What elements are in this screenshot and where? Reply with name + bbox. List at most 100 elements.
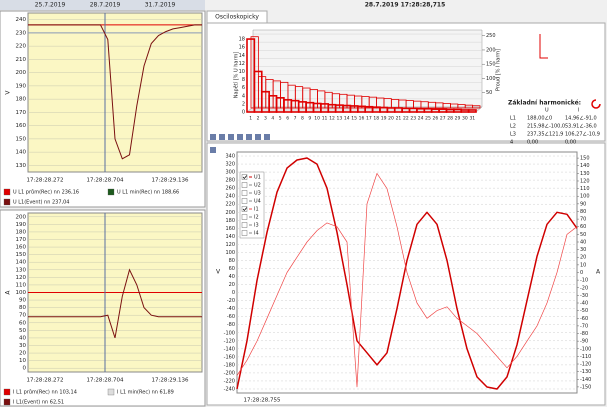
x-tick-label: 23 bbox=[410, 116, 416, 122]
plot-bg bbox=[27, 12, 203, 173]
tool-button[interactable] bbox=[246, 134, 252, 140]
legend-swatch bbox=[3, 198, 11, 206]
y2-tick-label: -30 bbox=[580, 293, 588, 299]
y-tick-label: 90 bbox=[19, 298, 26, 304]
table-cell: L1 bbox=[510, 116, 516, 122]
legend-label: I L1 prům(Rec) nn 103,14 bbox=[13, 389, 77, 396]
y-tick-label: 0 bbox=[23, 366, 27, 372]
y-tick-label: -180 bbox=[224, 362, 235, 368]
legend-swatch bbox=[3, 398, 11, 406]
x-tick-label: 22 bbox=[403, 116, 409, 122]
x-tick-label: 8 bbox=[301, 116, 304, 122]
tool-button[interactable] bbox=[219, 134, 225, 140]
x-tick-label: 17:28:28.272 bbox=[27, 378, 64, 384]
x-tick-label: 21 bbox=[396, 116, 402, 122]
y-tick-label: 6 bbox=[242, 85, 245, 91]
check-mark bbox=[242, 175, 248, 180]
tool-button[interactable] bbox=[255, 134, 261, 140]
y-tick-label: 100 bbox=[225, 250, 235, 256]
tool-button[interactable] bbox=[210, 147, 216, 153]
y2-tick-label: 10 bbox=[580, 262, 586, 268]
y-tick-label: 160 bbox=[225, 226, 235, 232]
y2-tick-label: -130 bbox=[580, 369, 591, 375]
x-tick-label: 27 bbox=[440, 116, 446, 122]
y-tick-label: 120 bbox=[225, 242, 235, 248]
y2-tick-label: -10 bbox=[580, 278, 588, 284]
y2-tick-label: -80 bbox=[580, 331, 588, 337]
y-tick-label: -100 bbox=[224, 330, 235, 336]
x-tick-label: 1 bbox=[249, 116, 252, 122]
y-tick-label: 340 bbox=[225, 154, 235, 160]
y-tick-label: 120 bbox=[16, 275, 27, 281]
trend-line bbox=[28, 268, 202, 339]
time-label: 17:28:28,755 bbox=[244, 398, 281, 404]
x-tick-label: 17 bbox=[366, 116, 372, 122]
channel-label: U1 bbox=[254, 175, 261, 181]
x-tick-label: 9 bbox=[308, 116, 311, 122]
y2-tick-label: 200 bbox=[486, 47, 496, 53]
axis-label: A bbox=[5, 290, 12, 295]
y-tick-label: 200 bbox=[16, 214, 27, 220]
x-tick-label: 16 bbox=[359, 116, 365, 122]
y-tick-label: 60 bbox=[229, 266, 235, 272]
y2-axis-label: A bbox=[596, 269, 601, 276]
tab-label[interactable]: Osciloskopicky bbox=[215, 14, 259, 21]
x-tick-label: 20 bbox=[388, 116, 394, 122]
y2-tick-label: 0 bbox=[580, 270, 583, 276]
y-tick-label: 200 bbox=[225, 210, 235, 216]
channel-checkbox[interactable] bbox=[241, 174, 248, 180]
y-tick-label: 10 bbox=[239, 69, 245, 75]
channel-checkbox[interactable] bbox=[241, 230, 248, 236]
table-header: U bbox=[545, 108, 549, 114]
y-tick-label: 4 bbox=[242, 93, 245, 99]
channel-checkbox[interactable] bbox=[241, 190, 248, 196]
x-tick-label: 14 bbox=[344, 116, 350, 122]
legend-label: U L1 min(Rec) nn 188,66 bbox=[117, 190, 179, 196]
channel-checkbox[interactable] bbox=[241, 182, 248, 188]
timestamp: 28.7.2019 17:28:28,715 bbox=[365, 2, 446, 9]
channel-checkbox[interactable] bbox=[241, 222, 248, 228]
x-tick-label: 12 bbox=[329, 116, 335, 122]
tool-button[interactable] bbox=[237, 134, 243, 140]
channel-checkbox[interactable] bbox=[241, 206, 248, 212]
y-tick-label: 140 bbox=[16, 150, 27, 156]
tool-button[interactable] bbox=[264, 134, 270, 140]
y-tick-label: 70 bbox=[19, 313, 26, 319]
y2-tick-label: 70 bbox=[580, 217, 586, 223]
y-tick-label: 180 bbox=[16, 97, 27, 103]
channel-checkbox[interactable] bbox=[241, 214, 248, 220]
table-cell: 106,27∠-10,9 bbox=[565, 132, 600, 138]
legend-label: I L1(Event) nn 62,51 bbox=[13, 400, 64, 406]
channel-checkbox[interactable] bbox=[241, 198, 248, 204]
table-cell: 14,96∠-91,0 bbox=[565, 116, 597, 122]
tool-button[interactable] bbox=[228, 134, 234, 140]
x-tick-label: 29 bbox=[455, 116, 461, 122]
phasor-diagram bbox=[539, 34, 548, 59]
y-tick-label: 280 bbox=[225, 178, 235, 184]
axis-label: V bbox=[5, 90, 12, 95]
y-axis-label: V bbox=[216, 269, 221, 276]
x-tick-label: 24 bbox=[418, 116, 424, 122]
table-cell: 0,00 bbox=[565, 140, 576, 146]
y-tick-label: 260 bbox=[225, 186, 235, 192]
channel-label: I4 bbox=[254, 231, 259, 237]
y-tick-label: 210 bbox=[16, 57, 27, 63]
x-tick-label: 17:28:29.136 bbox=[152, 178, 189, 184]
y2-tick-label: 40 bbox=[580, 239, 586, 245]
refresh-icon[interactable] bbox=[591, 99, 601, 109]
y2-tick-label: 150 bbox=[486, 62, 496, 68]
y-tick-label: -40 bbox=[227, 306, 235, 312]
channel-label: I3 bbox=[254, 223, 259, 229]
y-tick-label: 180 bbox=[16, 229, 27, 235]
y-tick-label: 2 bbox=[242, 101, 245, 107]
y2-tick-label: -110 bbox=[580, 354, 591, 360]
channel-label: U3 bbox=[254, 191, 261, 197]
tool-button[interactable] bbox=[210, 134, 216, 140]
y-tick-label: 230 bbox=[16, 30, 27, 36]
x-tick-label: 19 bbox=[381, 116, 387, 122]
voltage-bar bbox=[467, 109, 477, 113]
legend-swatch bbox=[107, 188, 115, 196]
table-cell: L2 bbox=[510, 124, 516, 130]
table-cell: 237,35∠121,9 bbox=[527, 132, 563, 138]
x-tick-label: 7 bbox=[294, 116, 297, 122]
